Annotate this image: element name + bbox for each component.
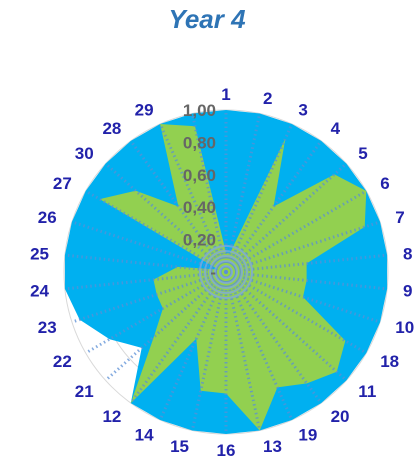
category-label: 30	[75, 144, 94, 163]
category-label: 7	[395, 208, 404, 227]
category-label: 22	[53, 352, 72, 371]
category-label: 26	[38, 208, 57, 227]
center-ring	[204, 250, 248, 294]
category-label: 1	[221, 85, 230, 104]
spoke	[129, 271, 228, 404]
radial-tick-label: 0,60	[183, 166, 216, 185]
center-ring	[219, 265, 233, 279]
spoke	[158, 123, 228, 273]
category-label: 19	[298, 426, 317, 445]
category-label: 3	[298, 100, 307, 119]
category-label: 23	[38, 318, 57, 337]
category-label: 8	[403, 244, 412, 263]
spoke	[224, 162, 348, 274]
category-label: 5	[358, 144, 367, 163]
spoke	[225, 270, 368, 355]
category-label: 15	[170, 437, 189, 456]
spoke	[224, 271, 323, 404]
radial-tick-label: 0,40	[183, 198, 216, 217]
spoke	[225, 270, 381, 324]
radial-tick-label: -	[210, 263, 216, 282]
spoke	[224, 271, 294, 421]
center-ring	[199, 245, 253, 299]
spoke	[224, 113, 262, 273]
spoke	[129, 140, 228, 273]
radial-tick-labels: - 0,20 0,40 0,60 0,80 1,00	[183, 101, 216, 282]
category-label: 13	[263, 437, 282, 456]
category-labels: 1 234567891018112019131615141221222324252…	[30, 85, 414, 460]
radar-spokes	[64, 110, 388, 434]
category-label: 6	[380, 174, 389, 193]
category-label: 12	[102, 407, 121, 426]
category-label: 2	[263, 89, 272, 108]
spoke	[84, 189, 227, 274]
chart-title: Year 4	[168, 4, 246, 34]
spoke	[71, 220, 227, 274]
category-label: 20	[331, 407, 350, 426]
spoke	[158, 271, 228, 421]
spoke	[104, 270, 228, 382]
spoke	[225, 220, 381, 274]
series-area-2	[99, 124, 367, 431]
spoke	[190, 113, 228, 273]
spoke	[71, 270, 227, 324]
spoke	[84, 270, 227, 355]
radial-tick-label: 0,80	[183, 133, 216, 152]
radial-tick-label: 0,20	[183, 231, 216, 250]
radial-tick-label: 1,00	[183, 101, 216, 120]
spoke	[224, 271, 262, 431]
spoke	[224, 123, 294, 273]
category-label: 18	[380, 352, 399, 371]
category-label: 24	[30, 282, 49, 301]
category-label: 27	[53, 174, 72, 193]
category-label: 11	[358, 382, 376, 401]
spoke	[224, 270, 348, 382]
category-label: 14	[135, 426, 154, 445]
center-ring	[214, 260, 238, 284]
spoke	[225, 189, 368, 274]
category-label: 16	[217, 441, 236, 460]
spoke	[224, 140, 323, 273]
category-label: 29	[135, 100, 154, 119]
category-label: 21	[75, 382, 94, 401]
category-label: 4	[331, 119, 341, 138]
category-label: 10	[395, 318, 414, 337]
category-label: 25	[30, 244, 49, 263]
category-label: 9	[403, 282, 412, 301]
category-label: 28	[102, 119, 121, 138]
spoke	[104, 162, 228, 274]
center-ring	[209, 255, 243, 289]
spoke	[190, 271, 228, 431]
